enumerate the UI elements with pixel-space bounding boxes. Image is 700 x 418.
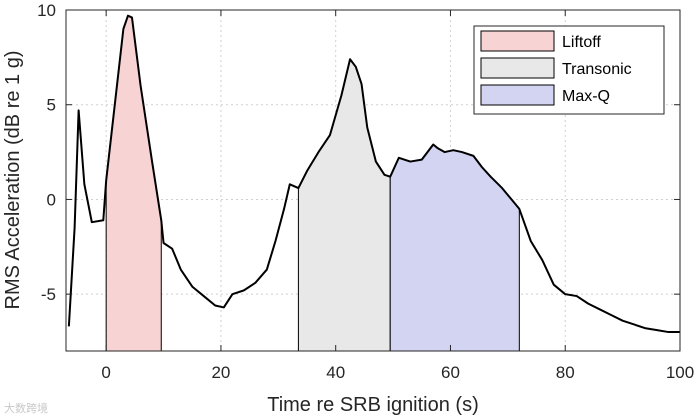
watermark-text: 大数跨境 (4, 402, 48, 415)
legend-swatch (480, 57, 555, 79)
legend-swatch (480, 84, 555, 106)
plot-frame (65, 9, 681, 352)
x-tick-label: 20 (211, 363, 230, 382)
tick-labels: 0 20 40 60 80 100 10 5 0 -5 (37, 1, 694, 382)
series-lines (67, 14, 680, 334)
x-axis-label: Time re SRB ignition (s) (267, 394, 479, 416)
y-tick-label: 0 (47, 190, 56, 209)
series-line (67, 14, 680, 334)
x-tick-label: 100 (666, 363, 694, 382)
legend: Liftoff Transonic Max-Q (473, 25, 665, 115)
y-tick-label: 10 (37, 1, 56, 20)
x-tick-label: 0 (101, 363, 110, 382)
x-tick-label: 80 (556, 363, 575, 382)
legend-entry-label: Liftoff (562, 34, 601, 51)
y-axis-label: RMS Acceleration (dB re 1 g) (2, 51, 24, 310)
axis-ticks (66, 9, 681, 351)
legend-entry-label: Transonic (562, 61, 632, 78)
x-tick-label: 40 (326, 363, 345, 382)
legend-swatch (480, 30, 555, 52)
legend-entry-label: Max-Q (562, 88, 610, 105)
y-tick-label: 5 (47, 96, 56, 115)
y-tick-label: -5 (41, 285, 56, 304)
x-tick-label: 60 (441, 363, 460, 382)
